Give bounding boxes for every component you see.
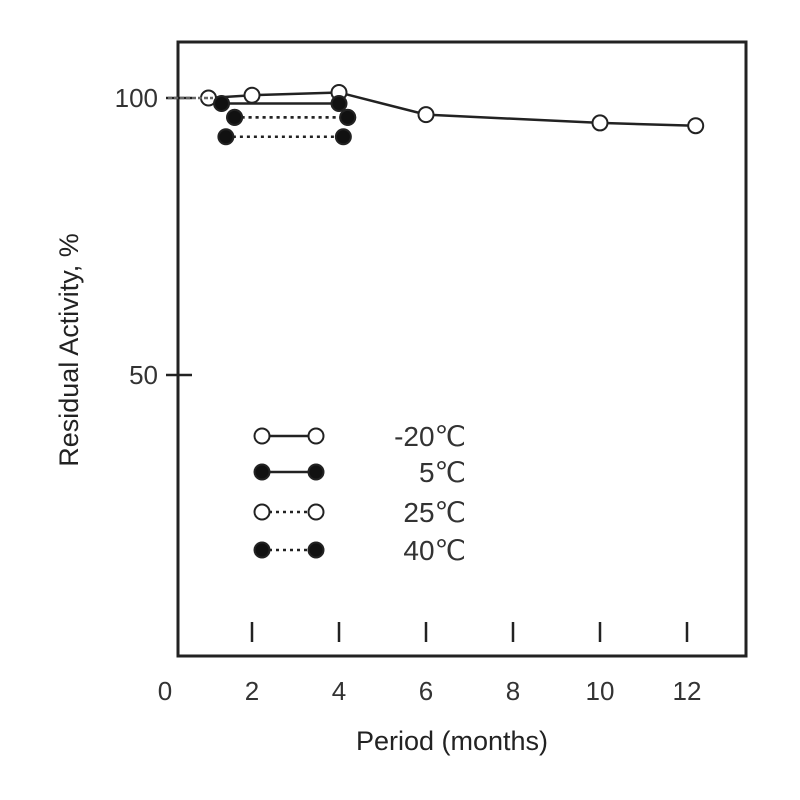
legend-item: 40℃ [253, 535, 466, 566]
legend-item: -20℃ [253, 421, 466, 452]
data-point [217, 128, 235, 146]
legend-marker [307, 463, 325, 481]
data-point [687, 117, 705, 135]
series-1 [213, 95, 348, 113]
x-tick-label: 4 [332, 676, 346, 706]
x-axis-title: Period (months) [356, 726, 548, 756]
legend-label: 25℃ [403, 497, 466, 528]
x-axis: 0 2 4 6 8 10 12 [158, 622, 702, 706]
legend-marker [253, 427, 271, 445]
x-tick-label: 12 [673, 676, 702, 706]
data-point [591, 114, 609, 132]
data-point [334, 128, 352, 146]
y-axis-title: Residual Activity, % [54, 233, 84, 467]
y-tick-label: 50 [129, 360, 158, 390]
legend-marker [253, 541, 271, 559]
legend-label: 5℃ [419, 457, 466, 488]
legend-marker [307, 541, 325, 559]
series-0 [200, 83, 705, 135]
legend-item: 25℃ [253, 497, 466, 528]
legend: -20℃ 5℃ 25℃ 40℃ [253, 421, 466, 566]
x-tick-label: 2 [245, 676, 259, 706]
series-4 [217, 128, 352, 146]
series-3 [226, 108, 357, 126]
legend-marker [307, 503, 325, 521]
legend-marker [253, 503, 271, 521]
y-axis: 50 100 [115, 83, 192, 390]
data-point [213, 95, 231, 113]
data-point [417, 106, 435, 124]
data-point [243, 86, 261, 104]
data-point [226, 108, 244, 126]
data-point [330, 95, 348, 113]
x-tick-label: 10 [586, 676, 615, 706]
x-tick-label: 8 [506, 676, 520, 706]
data-point [339, 108, 357, 126]
x-tick-label: 0 [158, 676, 172, 706]
plot-frame [176, 40, 748, 658]
legend-marker [253, 463, 271, 481]
data-series [168, 83, 705, 146]
y-tick-label: 100 [115, 83, 158, 113]
legend-marker [307, 427, 325, 445]
series-line [208, 91, 696, 127]
legend-item: 5℃ [253, 457, 466, 488]
x-tick-label: 6 [419, 676, 433, 706]
legend-label: 40℃ [403, 535, 466, 566]
legend-label: -20℃ [394, 421, 466, 452]
